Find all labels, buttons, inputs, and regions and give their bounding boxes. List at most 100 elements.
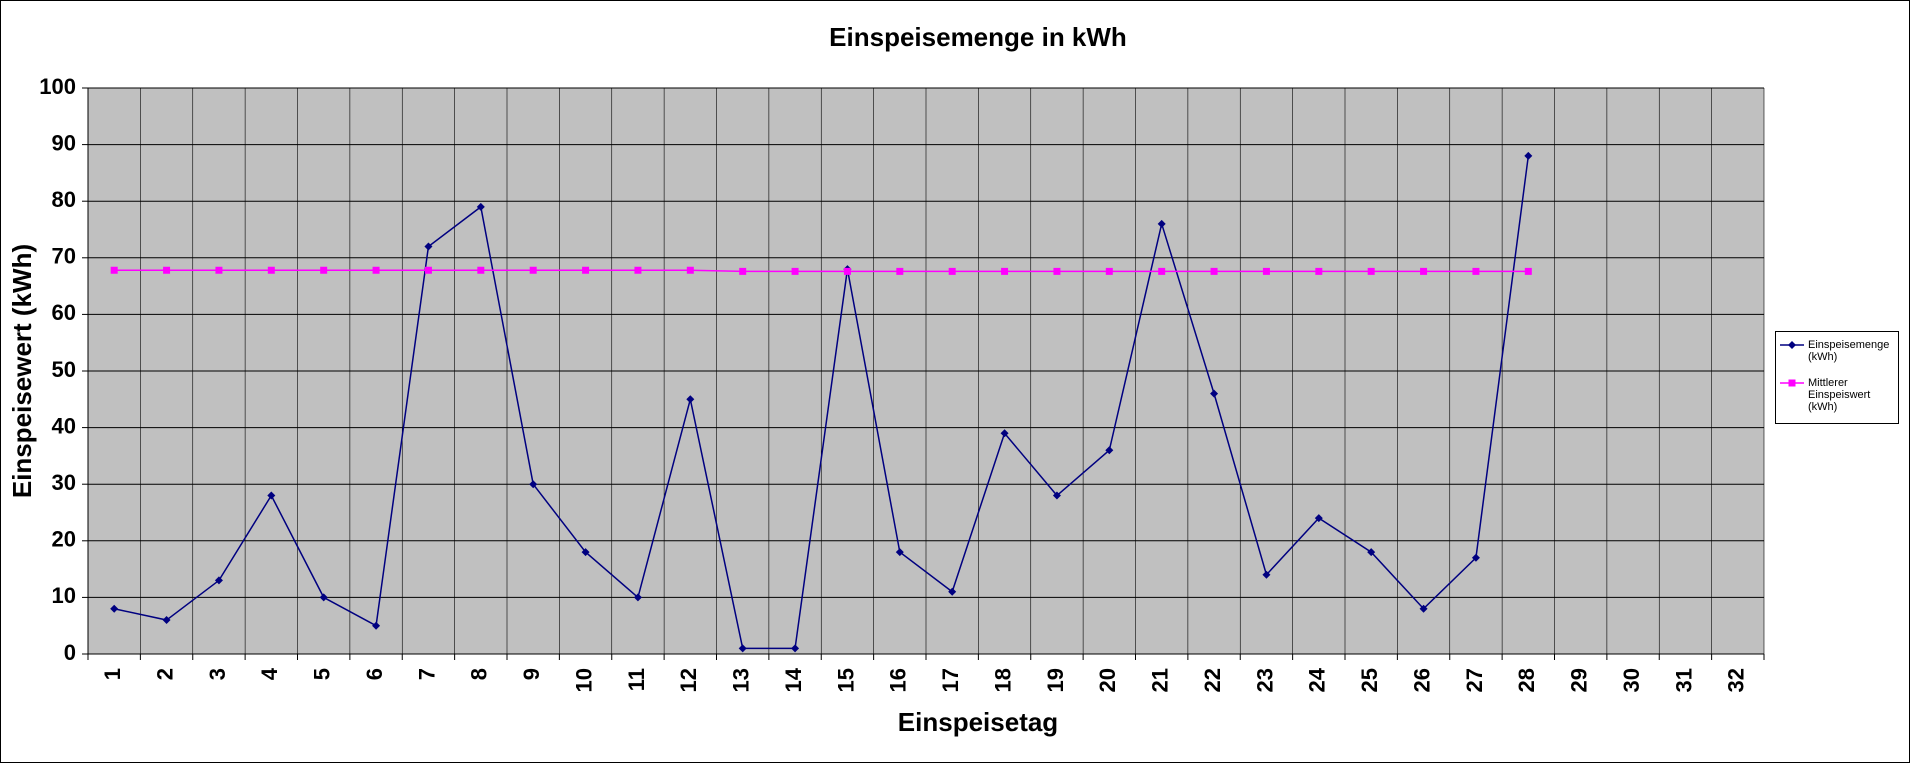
data-point	[1001, 267, 1009, 275]
data-point	[1314, 514, 1323, 523]
data-point	[372, 266, 380, 274]
legend-marker	[1788, 341, 1796, 349]
y-tick-label: 50	[52, 357, 76, 382]
data-point	[1524, 267, 1532, 275]
x-tick-label: 23	[1252, 668, 1277, 692]
data-point	[948, 587, 957, 596]
x-tick-label: 9	[519, 668, 544, 680]
legend-icon	[1780, 379, 1804, 387]
data-point	[791, 644, 800, 653]
x-tick-label: 31	[1671, 668, 1696, 692]
chart-title: Einspeisemenge in kWh	[829, 22, 1127, 52]
x-tick-label: 10	[571, 668, 596, 692]
data-point	[1158, 267, 1166, 275]
data-point	[948, 267, 956, 275]
legend-label: Mittlerer Einspeiswert (kWh)	[1808, 377, 1871, 413]
data-point	[529, 480, 538, 489]
x-tick-label: 1	[100, 668, 125, 680]
y-tick-label: 70	[52, 244, 76, 269]
x-tick-label: 16	[886, 668, 911, 692]
legend-icon	[1780, 341, 1804, 349]
data-point	[215, 266, 223, 274]
data-point	[214, 576, 223, 585]
y-tick-label: 20	[52, 527, 76, 552]
legend: Einspeisemenge (kWh) Mittlerer Einspeiswe…	[1775, 331, 1899, 424]
data-point	[1420, 267, 1428, 275]
data-point	[1367, 548, 1376, 557]
y-tick-label: 100	[39, 74, 76, 99]
x-tick-label: 13	[729, 668, 754, 692]
x-tick-label: 25	[1357, 668, 1382, 692]
data-point	[1210, 267, 1218, 275]
x-tick-label: 22	[1200, 668, 1225, 692]
x-tick-label: 8	[467, 668, 492, 680]
data-point	[267, 266, 275, 274]
x-tick-label: 30	[1619, 668, 1644, 692]
data-point	[424, 242, 433, 251]
x-tick-label: 2	[152, 668, 177, 680]
data-point	[843, 267, 851, 275]
data-point	[1471, 553, 1480, 562]
x-tick-label: 3	[205, 668, 230, 680]
data-point	[110, 266, 118, 274]
data-point	[1052, 491, 1061, 500]
y-tick-label: 90	[52, 130, 76, 155]
data-point	[424, 266, 432, 274]
data-point	[1262, 570, 1271, 579]
x-tick-label: 14	[781, 667, 806, 692]
data-point	[895, 548, 904, 557]
data-point	[320, 266, 328, 274]
data-point	[267, 491, 276, 500]
x-tick-label: 6	[362, 668, 387, 680]
x-tick-label: 20	[1095, 668, 1120, 692]
legend-label: Einspeisemenge (kWh)	[1808, 339, 1890, 363]
x-tick-label: 7	[414, 668, 439, 680]
series-line	[114, 269, 1529, 273]
data-point	[896, 267, 904, 275]
x-tick-label: 21	[1148, 668, 1173, 692]
data-point	[686, 395, 695, 404]
data-point	[162, 616, 171, 625]
x-tick-label: 18	[990, 668, 1015, 692]
y-tick-label: 60	[52, 300, 76, 325]
x-tick-label: 24	[1305, 667, 1330, 692]
data-point	[1000, 429, 1009, 438]
data-point	[1524, 151, 1533, 160]
x-tick-label: 5	[310, 668, 335, 680]
data-point	[1053, 267, 1061, 275]
x-tick-label: 29	[1567, 668, 1592, 692]
x-tick-label: 17	[938, 668, 963, 692]
data-point	[1262, 267, 1270, 275]
x-tick-label: 32	[1724, 668, 1749, 692]
legend-item: Einspeisemenge (kWh)	[1776, 339, 1898, 363]
y-tick-label: 30	[52, 470, 76, 495]
x-tick-label: 28	[1514, 668, 1539, 692]
data-point	[372, 621, 381, 630]
x-tick-label: 11	[624, 668, 649, 691]
y-tick-label: 0	[64, 640, 76, 665]
data-point	[1472, 267, 1480, 275]
data-point	[1315, 267, 1323, 275]
series-line	[114, 155, 1530, 650]
data-point	[110, 604, 119, 613]
data-point	[476, 202, 485, 211]
data-point	[529, 266, 537, 274]
data-point	[1105, 446, 1114, 455]
data-point	[1419, 604, 1428, 613]
data-point	[1210, 389, 1219, 398]
data-point	[163, 266, 171, 274]
x-tick-label: 4	[257, 667, 282, 680]
y-axis-label: Einspeisewert (kWh)	[7, 244, 37, 498]
data-point	[477, 266, 485, 274]
legend-item: Mittlerer Einspeiswert (kWh)	[1776, 377, 1898, 413]
data-point	[1105, 267, 1113, 275]
x-tick-label: 15	[833, 668, 858, 692]
data-point	[739, 267, 747, 275]
data-point	[319, 593, 328, 602]
legend-marker	[1788, 379, 1796, 387]
data-point	[581, 548, 590, 557]
x-axis-label: Einspeisetag	[898, 707, 1058, 737]
data-point	[738, 644, 747, 653]
y-tick-label: 80	[52, 187, 76, 212]
